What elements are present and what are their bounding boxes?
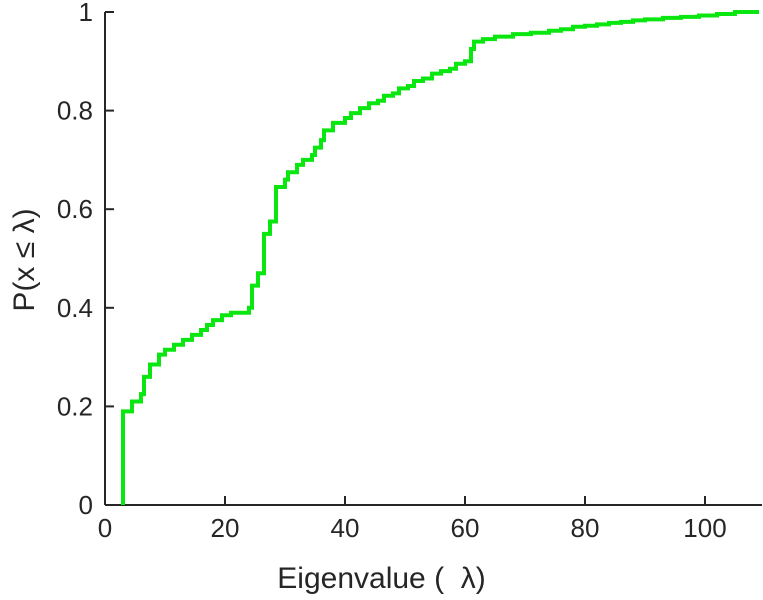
y-tick-label: 0.2 — [57, 391, 93, 421]
y-tick-label: 0.8 — [57, 96, 93, 126]
x-tick-label: 0 — [98, 513, 112, 543]
y-tick-label: 1 — [79, 0, 93, 27]
y-axis-label: P(x ≤ λ) — [8, 208, 41, 312]
x-tick-label: 20 — [211, 513, 240, 543]
x-axis-label: Eigenvalue ( λ) — [277, 562, 486, 595]
x-tick-label: 80 — [571, 513, 600, 543]
y-tick-label: 0.6 — [57, 194, 93, 224]
y-tick-label: 0.4 — [57, 293, 93, 323]
ecdf-step-line — [121, 10, 759, 505]
x-tick-label: 100 — [683, 513, 726, 543]
y-tick-label: 0 — [79, 490, 93, 520]
x-tick-label: 40 — [331, 513, 360, 543]
x-tick-label: 60 — [451, 513, 480, 543]
